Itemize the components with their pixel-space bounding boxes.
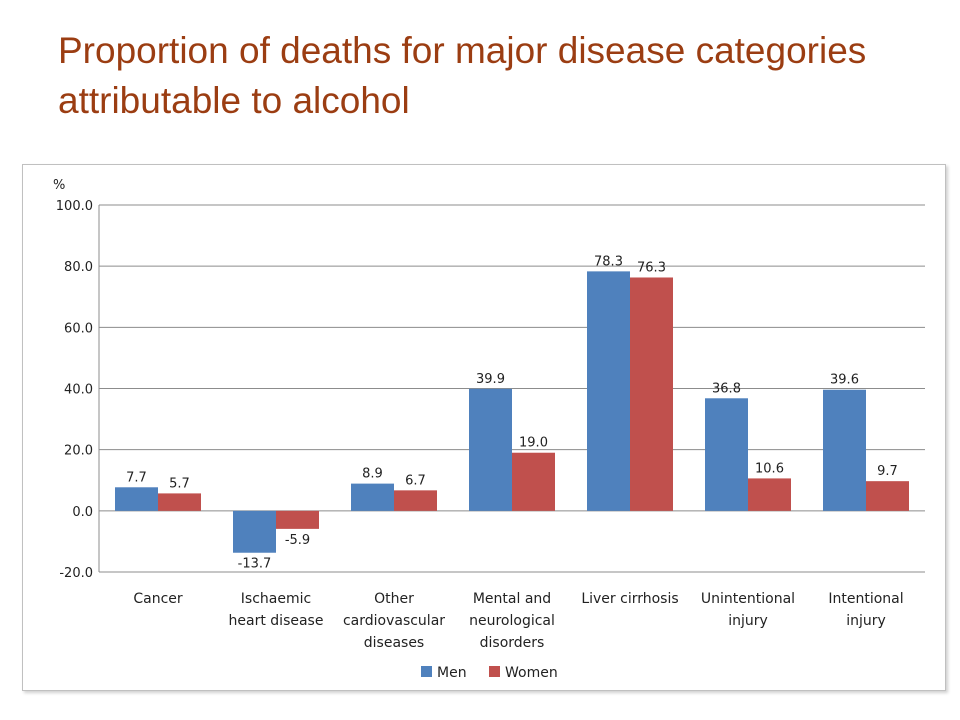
y-axis-label: % — [53, 178, 65, 193]
bar-women-6 — [866, 481, 909, 511]
bar-men-3 — [469, 388, 512, 511]
slide-title: Proportion of deaths for major disease c… — [58, 30, 867, 121]
y-tick-label: -20.0 — [59, 566, 93, 581]
legend-label-men: Men — [437, 665, 467, 681]
x-category-label: Unintentional injury — [701, 591, 795, 629]
data-label: 76.3 — [637, 260, 666, 275]
x-category-label: Liver cirrhosis — [581, 591, 678, 607]
bar-women-0 — [158, 493, 201, 511]
bar-women-5 — [748, 478, 791, 511]
x-category-label: Mental and neurological disorders — [469, 591, 555, 651]
data-label: 8.9 — [362, 467, 383, 482]
y-tick-label: 80.0 — [64, 260, 93, 275]
x-category-label: Cancer — [133, 591, 183, 607]
data-label: 36.8 — [712, 381, 741, 396]
y-tick-label: 60.0 — [64, 321, 93, 336]
bar-men-2 — [351, 483, 394, 511]
y-tick-label: 100.0 — [56, 199, 93, 214]
y-tick-label: 20.0 — [64, 444, 93, 459]
legend-label-women: Women — [505, 665, 558, 681]
bar-women-4 — [630, 277, 673, 511]
bar-men-5 — [705, 398, 748, 511]
bar-chart: % 100.0 80.0 60.0 40.0 20.0 0.0 -20.0 7.7 -13.7 8.… — [53, 178, 925, 681]
legend-swatch-women — [489, 666, 500, 677]
legend-swatch-men — [421, 666, 432, 677]
data-label: 6.7 — [405, 473, 426, 488]
chart-frame: % 100.0 80.0 60.0 40.0 20.0 0.0 -20.0 7.7 -13.7 8.… — [22, 164, 946, 691]
data-label: 39.6 — [830, 373, 859, 388]
bar-men-0 — [115, 487, 158, 511]
bar-women-2 — [394, 490, 437, 511]
data-label: 5.7 — [169, 476, 190, 491]
y-tick-label: 40.0 — [64, 383, 93, 398]
bar-men-4 — [587, 271, 630, 511]
x-category-label: Intentional injury — [828, 591, 903, 629]
bar-men-1 — [233, 510, 276, 553]
data-label: 19.0 — [519, 436, 548, 451]
x-category-label: Ischaemic heart disease — [229, 591, 324, 629]
data-label: -13.7 — [238, 557, 272, 572]
data-label: 7.7 — [126, 470, 147, 485]
bar-men-6 — [823, 389, 866, 511]
data-label: 78.3 — [594, 254, 623, 269]
data-label: 9.7 — [877, 464, 898, 479]
x-category-label: Other cardiovascular diseases — [343, 591, 445, 651]
bar-women-3 — [512, 452, 555, 511]
data-label: 39.9 — [476, 372, 505, 387]
data-label: 10.6 — [755, 461, 784, 476]
data-label: -5.9 — [285, 533, 310, 548]
y-tick-label: 0.0 — [72, 505, 93, 520]
bar-women-1 — [276, 510, 319, 529]
